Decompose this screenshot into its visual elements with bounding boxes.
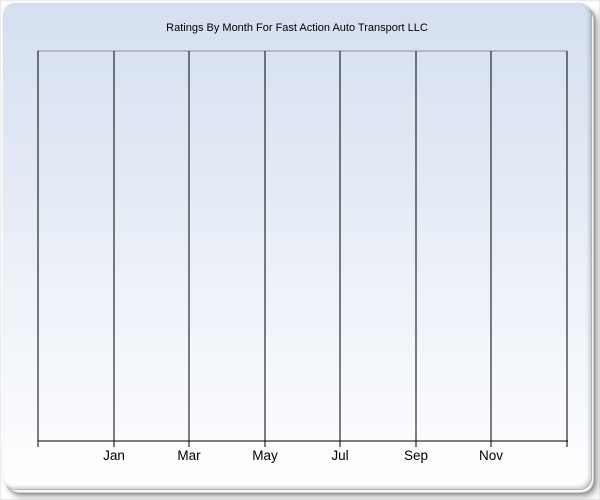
plot-border — [37, 50, 568, 442]
x-tick-label: Mar — [177, 448, 201, 463]
x-tick-label: Nov — [479, 448, 503, 463]
x-tick-label: Sep — [404, 448, 428, 463]
x-tick-label: Jan — [103, 448, 125, 463]
x-tick-label: Jul — [331, 448, 348, 463]
chart-panel: Ratings By Month For Fast Action Auto Tr… — [3, 3, 591, 489]
chart-title: Ratings By Month For Fast Action Auto Tr… — [166, 22, 428, 34]
x-tick-label: May — [252, 448, 278, 463]
